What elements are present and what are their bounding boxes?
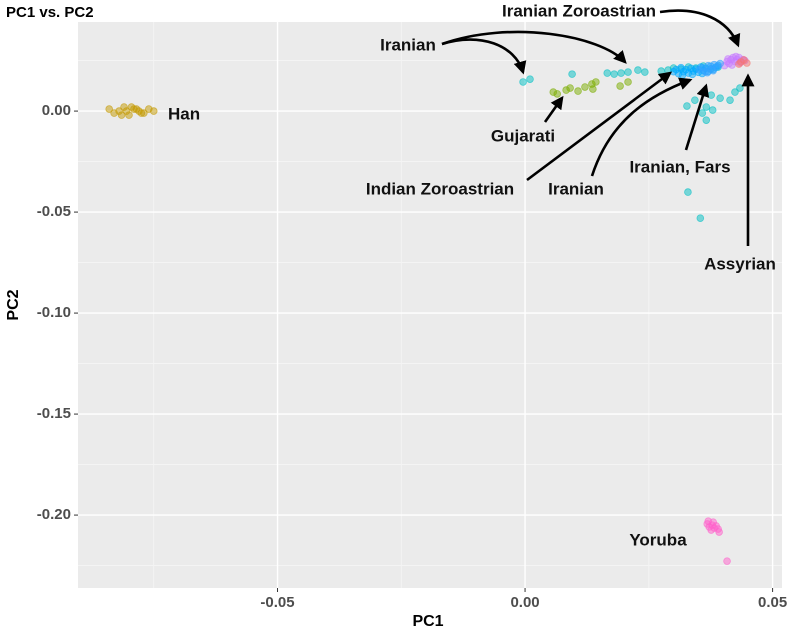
point: [132, 105, 141, 113]
point: [568, 70, 576, 78]
point: [526, 75, 534, 83]
point: [617, 69, 625, 77]
point: [624, 68, 632, 76]
point: [137, 109, 146, 117]
point: [715, 528, 723, 536]
point: [688, 70, 697, 79]
point: [581, 83, 589, 91]
annotation-arrow: [659, 9, 741, 48]
point: [736, 84, 744, 92]
point: [735, 60, 743, 68]
point: [691, 96, 699, 104]
y-tick-label: -0.10: [37, 304, 71, 321]
annotation-label: Iranian Zoroastrian: [502, 1, 656, 20]
point: [731, 88, 739, 96]
annotation-label: Han: [168, 104, 200, 123]
point: [709, 66, 717, 75]
point: [683, 102, 691, 110]
point: [616, 82, 624, 90]
y-tick-label: -0.05: [37, 203, 71, 220]
point: [657, 67, 666, 75]
point: [149, 107, 158, 115]
panel-background: [78, 22, 782, 588]
y-axis-title: PC2: [5, 289, 22, 320]
x-tick-label: 0.05: [758, 594, 787, 611]
y-tick-label: 0.00: [42, 102, 71, 119]
annotation-label: Yoruba: [629, 530, 687, 549]
point: [553, 90, 562, 98]
point: [684, 188, 692, 196]
point: [707, 91, 716, 99]
point: [574, 87, 582, 95]
annotation-label: Assyrian: [704, 254, 776, 273]
point: [634, 66, 642, 74]
annotation-label: Iranian: [548, 179, 604, 198]
point: [603, 69, 612, 77]
annotation-arrow: [441, 30, 627, 64]
point: [117, 111, 126, 119]
point: [707, 526, 716, 534]
point: [698, 109, 707, 117]
chart-title: PC1 vs. PC2: [6, 4, 94, 21]
annotation-arrow: [526, 71, 673, 182]
point: [566, 84, 574, 92]
point: [708, 106, 717, 114]
point: [702, 103, 711, 111]
y-tick-label: -0.15: [37, 405, 71, 422]
point: [728, 61, 736, 69]
annotation-label: Gujarati: [491, 126, 555, 145]
x-tick-label: -0.05: [260, 594, 294, 611]
point: [743, 59, 751, 67]
annotation-label: Iranian: [380, 35, 436, 54]
point: [592, 78, 600, 86]
point: [732, 52, 740, 61]
point: [723, 557, 731, 565]
point: [709, 518, 717, 526]
annotation-arrow: [543, 95, 564, 123]
point: [702, 116, 711, 124]
point: [716, 59, 724, 68]
point: [716, 94, 724, 102]
annotation-label: Iranian, Fars: [629, 157, 730, 176]
point: [122, 107, 131, 115]
annotation-arrow: [684, 83, 710, 151]
point: [519, 78, 527, 86]
x-axis-title: PC1: [412, 613, 443, 630]
point: [610, 70, 618, 78]
point: [105, 105, 113, 113]
annotation-arrow: [590, 77, 693, 177]
point: [589, 85, 597, 93]
point: [724, 55, 732, 63]
point: [726, 96, 734, 104]
point: [696, 214, 705, 222]
annotation-label: Indian Zoroastrian: [366, 179, 514, 198]
point: [624, 78, 632, 86]
x-tick-label: 0.00: [510, 594, 539, 611]
point: [641, 68, 649, 76]
y-tick-label: -0.20: [37, 506, 71, 523]
point: [678, 71, 687, 79]
